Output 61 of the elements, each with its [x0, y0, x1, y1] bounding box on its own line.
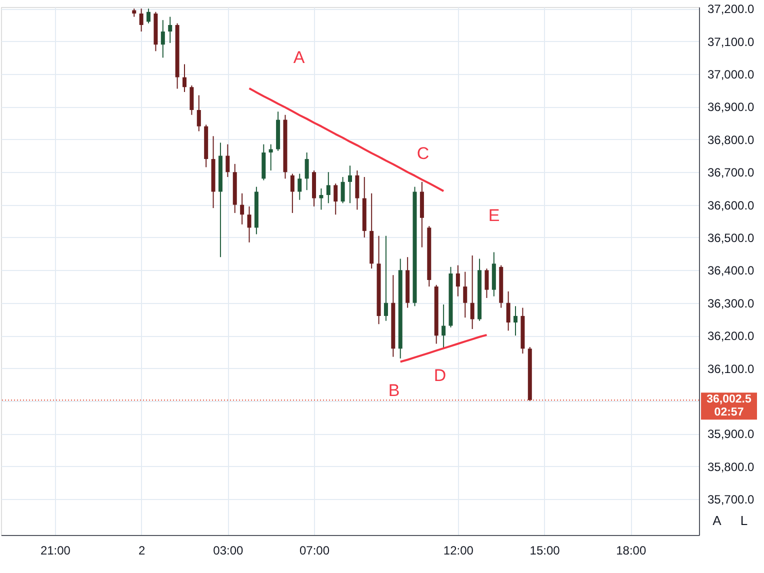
candlestick [196, 94, 201, 132]
x-tick-label: 03:00 [213, 544, 244, 558]
candlestick [334, 183, 338, 216]
candlestick [484, 268, 489, 298]
annotation: A [293, 48, 306, 67]
annotation: C [416, 144, 430, 163]
candlestick [182, 64, 186, 93]
candlestick [247, 206, 252, 243]
y-tick-label: 35,700.0 [708, 492, 755, 507]
y-tick-label: 36,200.0 [708, 329, 755, 344]
candlestick [240, 192, 244, 225]
x-tick-label: 07:00 [300, 544, 330, 558]
y-tick-label: 36,800.0 [708, 132, 755, 147]
annotation: E [488, 206, 500, 225]
candlestick [190, 84, 194, 116]
candlestick [355, 170, 360, 210]
candlestick [384, 235, 388, 322]
candlestick [340, 176, 345, 204]
candlestick [463, 271, 468, 318]
x-tick-label: 2 [138, 544, 146, 558]
y-tick-label: 36,400.0 [708, 264, 755, 278]
candlestick [319, 188, 324, 210]
y-tick-label: 37,100.0 [708, 34, 755, 49]
line-series [248, 87, 445, 192]
candlestick [442, 304, 446, 350]
y-tick-label: 36,300.0 [708, 296, 755, 310]
y-tick-label: 35,900.0 [708, 427, 755, 442]
y-tick-label: 35,800.0 [708, 460, 755, 474]
annotation: D [434, 366, 446, 385]
candlestick [139, 8, 144, 32]
candlestick [326, 172, 330, 204]
x-tick-label: 15:00 [530, 544, 560, 558]
candlestick [146, 8, 151, 24]
y-tick-label: 37,200.0 [708, 2, 755, 16]
ref-line-label: 36,002.5 [706, 394, 752, 406]
y-tick-label: 36,500.0 [708, 230, 755, 245]
x-tick-label: 12:00 [443, 544, 474, 558]
candlestick [470, 254, 474, 330]
candlestick [168, 16, 172, 44]
y-tick-label: 37,000.0 [708, 68, 755, 82]
candlestick [304, 152, 309, 191]
text: A [712, 513, 722, 528]
candlestick [226, 144, 230, 178]
candlestick [456, 264, 460, 297]
text: 02:57 [714, 406, 744, 419]
candlestick [298, 173, 302, 200]
y-tick-label: 36,100.0 [708, 362, 755, 376]
candlestick [160, 20, 165, 58]
candlestick [348, 165, 352, 204]
annotation: B [388, 381, 400, 400]
candlestick [506, 290, 510, 332]
text: L [740, 513, 748, 528]
x-tick-label: 18:00 [616, 544, 646, 558]
candlestick [290, 173, 294, 214]
line-series [399, 334, 488, 363]
y-tick-label: 36,900.0 [708, 100, 755, 114]
candlestick [268, 144, 273, 171]
y-tick-label: 36,600.0 [708, 198, 755, 212]
candlestick [514, 306, 518, 336]
x-tick-label: 21:00 [40, 544, 71, 558]
y-tick-label: 36,700.0 [708, 166, 755, 180]
